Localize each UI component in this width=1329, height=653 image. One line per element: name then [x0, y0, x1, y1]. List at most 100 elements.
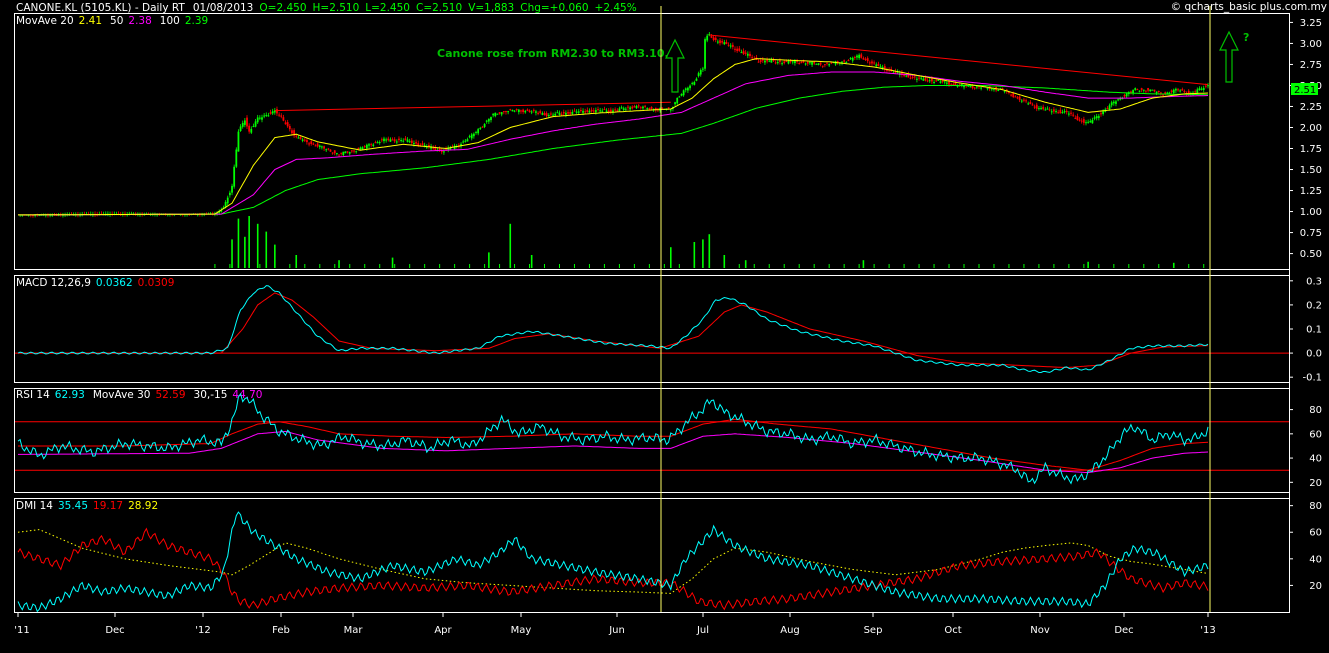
candle-body — [802, 60, 805, 63]
candle-body — [457, 145, 460, 147]
candle-body — [922, 78, 925, 81]
candle-body — [365, 144, 368, 149]
candle-body — [687, 87, 689, 91]
candle-body — [939, 81, 942, 83]
copyright-icon: © — [1171, 1, 1185, 13]
candle-body — [1074, 117, 1077, 119]
candle-body — [408, 141, 411, 143]
volume-bars — [214, 216, 1205, 268]
candle-body — [410, 140, 413, 144]
candle-body — [594, 110, 597, 113]
candle-body — [710, 36, 713, 38]
ma20-line — [18, 58, 1209, 216]
candle-body — [243, 120, 246, 125]
candle-body — [517, 109, 520, 113]
candle-body — [607, 110, 610, 113]
plus-di-line — [17, 511, 1209, 613]
candle-body — [291, 130, 293, 134]
rsi-tick-label: 80 — [1309, 405, 1322, 416]
candle-body — [539, 111, 542, 113]
candle-body — [877, 63, 880, 67]
candle-body — [584, 111, 587, 113]
candle-body — [537, 112, 539, 114]
candle-body — [851, 57, 854, 61]
candle-body — [40, 214, 43, 216]
candle-body — [1033, 106, 1036, 108]
candle-body — [1172, 89, 1175, 93]
candle-body — [813, 61, 816, 64]
candle-body — [886, 69, 888, 71]
rsi-line — [17, 392, 1209, 485]
candle-body — [353, 150, 355, 152]
candle-body — [312, 143, 315, 145]
candle-body — [633, 106, 636, 108]
candle-body — [871, 61, 873, 64]
candle-body — [960, 84, 963, 86]
candle-body — [993, 88, 995, 90]
candle-body — [928, 80, 931, 82]
candle-body — [1204, 85, 1207, 87]
candle-body — [956, 85, 959, 87]
candle-body — [1095, 116, 1098, 119]
candle-body — [1046, 108, 1049, 110]
candle-body — [875, 64, 878, 67]
candle-body — [492, 113, 495, 116]
annotation-question: ? — [1243, 31, 1249, 44]
price-tick-label: 3.00 — [1300, 39, 1322, 50]
candle-body — [1117, 99, 1120, 101]
candle-body — [271, 111, 274, 114]
candle-body — [845, 62, 848, 64]
candle-body — [699, 70, 702, 75]
candle-body — [1142, 89, 1145, 91]
candle-body — [579, 110, 582, 112]
candle-body — [667, 107, 670, 109]
candle-body — [526, 109, 529, 111]
candle-body — [370, 144, 373, 146]
movave-legend: MovAve 20 2.41 50 2.38 100 2.39 — [16, 15, 208, 27]
candle-body — [913, 76, 916, 78]
candle-body — [1179, 90, 1182, 92]
candle-body — [757, 61, 760, 63]
candle-body — [791, 61, 794, 63]
candle-body — [507, 111, 510, 113]
candle-body — [336, 153, 338, 155]
candle-body — [903, 75, 905, 77]
candle-body — [723, 42, 726, 45]
candle-body — [423, 145, 426, 147]
candle-body — [804, 63, 807, 65]
candle-body — [853, 57, 856, 59]
x-tick-label: '11 — [14, 625, 29, 636]
candle-body — [380, 139, 383, 141]
candle-body — [883, 66, 886, 70]
candle-body — [1100, 113, 1102, 115]
dmi-tick-label: 60 — [1309, 528, 1322, 539]
candle-body — [618, 108, 621, 112]
candle-body — [1091, 119, 1094, 124]
candle-body — [308, 143, 310, 145]
candle-body — [261, 117, 263, 120]
candle-body — [866, 58, 869, 62]
candle-body — [969, 86, 972, 88]
macd-tick-label: 0.1 — [1306, 325, 1322, 336]
annotation-text: Canone rose from RM2.30 to RM3.10. — [437, 47, 669, 60]
candle-body — [425, 146, 428, 148]
candle-body — [586, 109, 589, 112]
candle-body — [314, 145, 317, 147]
price-tick-label: 2.75 — [1300, 60, 1322, 71]
candle-body — [530, 111, 533, 113]
rsi-tick-label: 20 — [1309, 478, 1322, 489]
price-tick-label: 0.50 — [1300, 249, 1322, 260]
macd-panel-frame — [14, 275, 1290, 383]
candle-body — [226, 197, 229, 204]
candle-body — [933, 81, 935, 83]
dmi-tick-label: 80 — [1309, 501, 1322, 512]
candle-body — [282, 117, 285, 121]
candle-body — [674, 102, 676, 105]
candle-body — [338, 154, 340, 156]
candle-body — [1149, 89, 1152, 91]
candle-body — [894, 71, 897, 73]
rsi-band-line — [18, 430, 1209, 474]
candle-body — [849, 58, 852, 60]
candle-body — [680, 94, 683, 96]
candle-body — [310, 141, 313, 144]
